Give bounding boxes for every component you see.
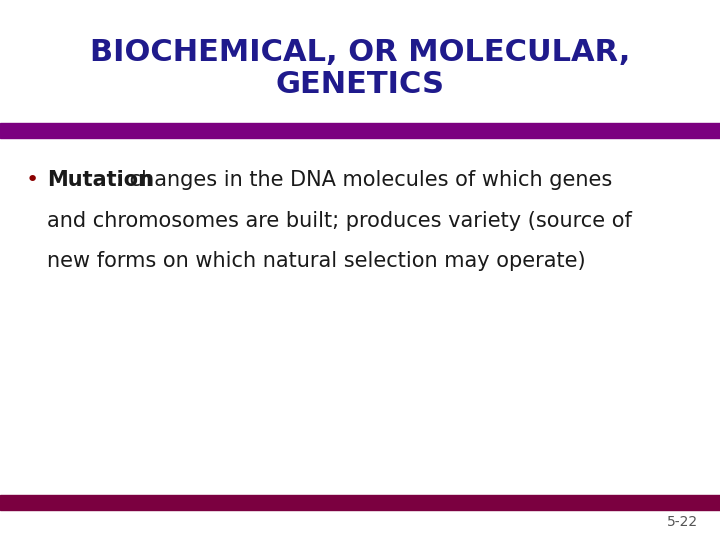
Bar — [0, 123, 720, 138]
Text: BIOCHEMICAL, OR MOLECULAR,
GENETICS: BIOCHEMICAL, OR MOLECULAR, GENETICS — [90, 38, 630, 99]
Text: Mutation: Mutation — [47, 170, 153, 190]
Text: 5-22: 5-22 — [667, 515, 698, 529]
Text: and chromosomes are built; produces variety (source of: and chromosomes are built; produces vari… — [47, 211, 631, 231]
Text: : changes in the DNA molecules of which genes: : changes in the DNA molecules of which … — [116, 170, 612, 190]
Text: •: • — [25, 170, 38, 190]
Text: new forms on which natural selection may operate): new forms on which natural selection may… — [47, 251, 585, 271]
Bar — [0, 495, 720, 510]
